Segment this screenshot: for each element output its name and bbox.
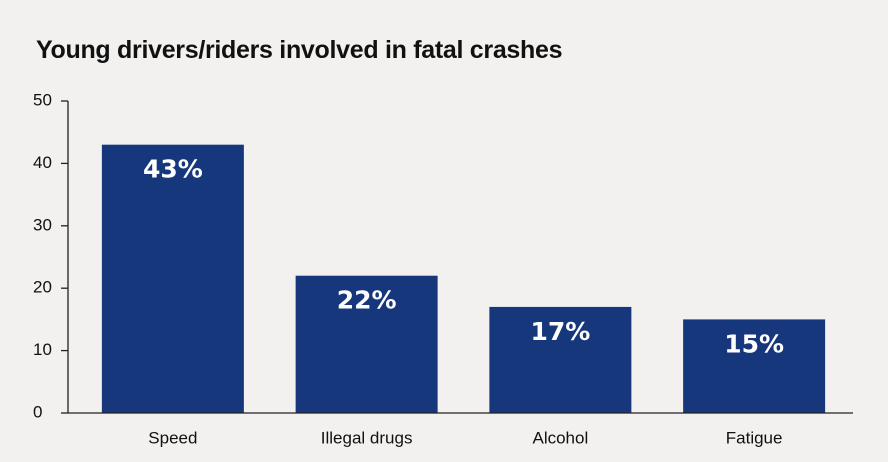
- data-labels-layer: 43% 22% 17% 15%: [143, 155, 784, 359]
- x-category-label: Fatigue: [726, 428, 783, 447]
- x-axis: Speed Illegal drugs Alcohol Fatigue: [68, 412, 853, 447]
- x-category-label: Speed: [148, 428, 197, 447]
- bar-value-label: 43%: [143, 155, 203, 184]
- bars-layer: [101, 144, 826, 413]
- y-tick-label: 50: [33, 90, 52, 109]
- x-category-label: Illegal drugs: [321, 428, 413, 447]
- bar-value-label: 15%: [724, 329, 784, 358]
- y-tick-label: 20: [33, 278, 52, 297]
- y-tick-label: 30: [33, 215, 52, 234]
- bar-value-label: 17%: [530, 317, 590, 346]
- bar: [101, 144, 244, 413]
- chart-title: Young drivers/riders involved in fatal c…: [36, 36, 563, 64]
- y-tick-label: 10: [33, 340, 52, 359]
- x-category-label: Alcohol: [532, 428, 588, 447]
- bar: [489, 306, 632, 413]
- bar: [295, 275, 438, 413]
- y-tick-label: 40: [33, 153, 52, 172]
- y-tick-label: 0: [33, 402, 42, 421]
- y-axis: 0 10 20 30 40 50: [33, 90, 69, 421]
- bar-value-label: 22%: [337, 286, 397, 315]
- bar: [683, 319, 826, 413]
